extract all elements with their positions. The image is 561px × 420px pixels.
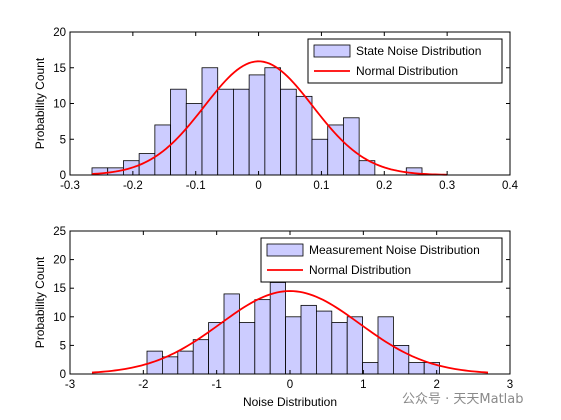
x-tick-label: 0.1 xyxy=(313,180,329,192)
x-axis-label: Noise Distribution xyxy=(243,395,337,409)
legend-label-curve: Normal Distribution xyxy=(356,64,458,78)
x-tick-label: -0.2 xyxy=(123,180,143,192)
y-tick-label: 5 xyxy=(60,134,66,146)
histogram-bar xyxy=(408,362,425,375)
histogram-bar xyxy=(217,88,234,176)
x-tick-label: 1 xyxy=(360,379,366,391)
histogram-bar xyxy=(254,299,271,375)
histogram-bar xyxy=(192,339,209,375)
y-axis-label: Probability Count xyxy=(33,57,47,149)
histogram-bars xyxy=(146,282,441,375)
y-tick-label: 10 xyxy=(53,312,66,324)
x-tick-label: -2 xyxy=(138,379,148,391)
histogram-bar xyxy=(223,293,240,375)
histogram-bar xyxy=(248,74,266,176)
y-tick-label: 0 xyxy=(60,369,66,381)
histogram-bar xyxy=(264,67,281,176)
histogram-bar xyxy=(315,310,333,375)
x-tick-label: -0.1 xyxy=(186,180,206,192)
histogram-bar xyxy=(238,322,256,375)
legend-label-histogram: Measurement Noise Distribution xyxy=(309,243,480,257)
y-tick-label: 25 xyxy=(53,226,66,238)
histogram-bar xyxy=(161,356,179,375)
histogram-bar xyxy=(154,124,171,176)
histogram-bar xyxy=(295,95,313,176)
y-axis-label: Probability Count xyxy=(33,256,47,348)
histogram-bars xyxy=(91,67,423,176)
x-tick-label: 3 xyxy=(507,379,513,391)
measurement-noise-subplot: -3 -2 -1 0 1 2 3 0 5 10 15 20 25 Probability Count Noi… xyxy=(33,226,513,409)
state-noise-subplot: -0.3 -0.2 -0.1 0 0.1 0.2 0.3 0.4 0 5 10 15 20 Probabi… xyxy=(33,27,519,192)
legend-swatch-histogram xyxy=(266,243,304,257)
x-tick-label: -3 xyxy=(65,379,75,391)
histogram-bar xyxy=(311,138,329,176)
histogram-bar xyxy=(285,316,302,375)
y-tick-label: 0 xyxy=(60,170,66,182)
histogram-bar xyxy=(269,282,287,375)
histogram-bar xyxy=(300,304,317,375)
normal-curve xyxy=(91,60,448,176)
legend-swatch-histogram xyxy=(313,44,351,58)
x-tick-label: 0.2 xyxy=(376,180,392,192)
legend: Measurement Noise Distribution Normal Dis… xyxy=(260,237,503,283)
x-tick-label: -0.3 xyxy=(60,180,80,192)
histogram-bar xyxy=(392,344,410,375)
x-tick-label: 2 xyxy=(433,379,439,391)
x-tick-label: 0.3 xyxy=(439,180,455,192)
x-tick-label: 0 xyxy=(287,379,293,391)
histogram-bar xyxy=(201,67,219,176)
x-tick-label: 0 xyxy=(255,180,261,192)
y-tick-label: 20 xyxy=(53,27,66,39)
histogram-bar xyxy=(185,103,203,176)
legend-label-curve: Normal Distribution xyxy=(309,263,411,277)
histogram-bar xyxy=(280,88,297,176)
histogram-bar xyxy=(331,322,348,375)
x-tick-label: 0.4 xyxy=(502,180,519,192)
histogram-bar xyxy=(343,117,360,176)
normal-curve xyxy=(91,290,489,374)
y-tick-label: 15 xyxy=(53,63,66,75)
histogram-bar xyxy=(177,350,194,375)
y-tick-label: 20 xyxy=(53,255,66,267)
y-tick-label: 5 xyxy=(60,340,66,352)
histogram-bar xyxy=(362,362,379,375)
legend-label-histogram: State Noise Distribution xyxy=(356,44,481,58)
watermark: 公众号 · 天天Matlab xyxy=(402,392,524,407)
y-tick-label: 15 xyxy=(53,283,66,295)
y-tick-label: 10 xyxy=(53,99,66,111)
legend: State Noise Distribution Normal Distribut… xyxy=(307,38,503,84)
histogram-bar xyxy=(233,88,250,176)
histogram-bar xyxy=(346,316,364,375)
x-tick-label: -1 xyxy=(212,379,222,391)
